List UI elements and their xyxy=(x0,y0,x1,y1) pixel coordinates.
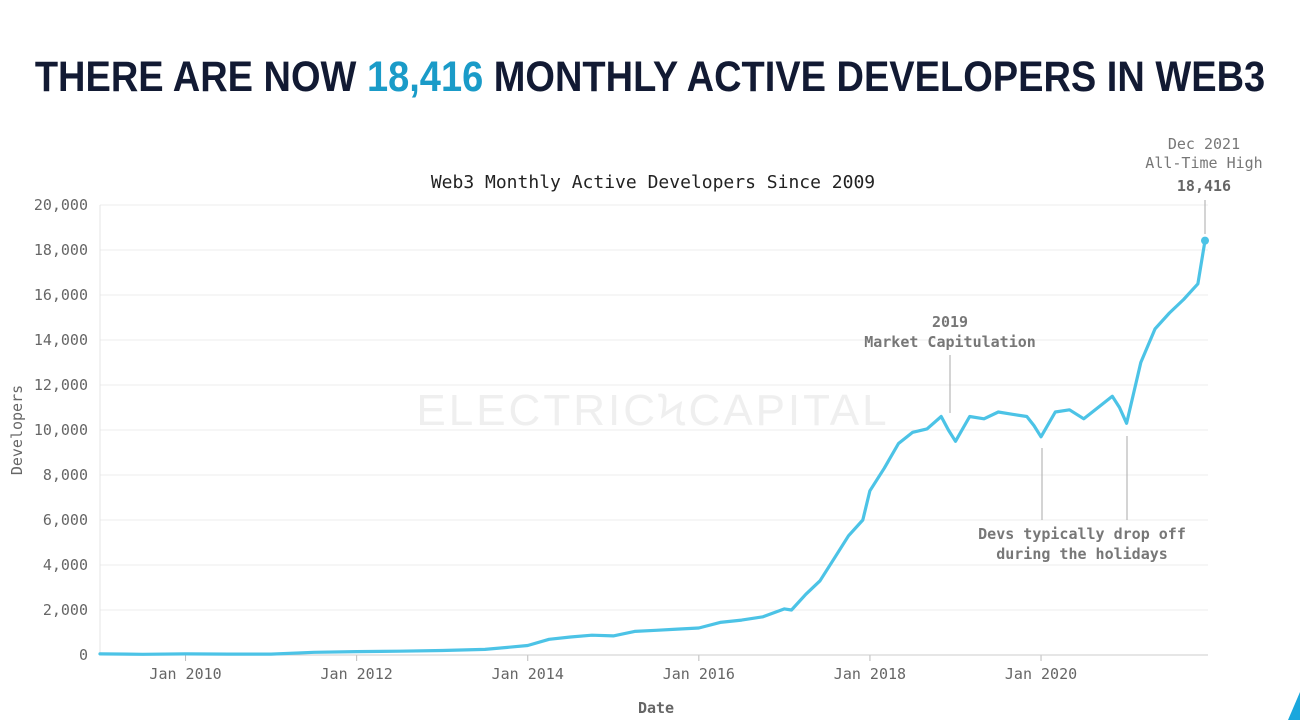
annotation-holidays-line2: during the holidays xyxy=(996,545,1168,563)
annotation-all-time-high: Dec 2021 All-Time High 18,416 xyxy=(1145,135,1263,234)
annotation-ath-line1: Dec 2021 xyxy=(1168,135,1240,153)
y-tick-label: 2,000 xyxy=(43,601,88,619)
annotation-holidays-line1: Devs typically drop off xyxy=(978,525,1186,543)
annotation-mc-line1: 2019 xyxy=(932,313,968,331)
annotation-market-capitulation: 2019 Market Capitulation xyxy=(864,313,1036,413)
headline-prefix: THERE ARE NOW xyxy=(34,54,357,102)
y-axis-label: Developers xyxy=(8,385,26,475)
y-tick-label: 16,000 xyxy=(34,286,88,304)
annotation-mc-line2: Market Capitulation xyxy=(864,333,1036,351)
corner-accent xyxy=(1288,692,1300,720)
series-line xyxy=(98,239,1207,656)
y-tick-label: 6,000 xyxy=(43,511,88,529)
x-tick-label: Jan 2010 xyxy=(149,665,221,683)
annotation-holidays: Devs typically drop off during the holid… xyxy=(978,436,1186,563)
chart-title: Web3 Monthly Active Developers Since 200… xyxy=(431,172,875,193)
y-axis: 0 2,000 4,000 6,000 8,000 10,000 12,000 14,000 1… xyxy=(34,196,88,664)
y-tick-label: 12,000 xyxy=(34,376,88,394)
x-axis-label: Date xyxy=(638,699,674,717)
x-tick-label: Jan 2014 xyxy=(492,665,564,683)
x-axis: Jan 2010 Jan 2012 Jan 2014 Jan 2016 Jan 2018… xyxy=(149,655,1077,683)
annotation-ath-value: 18,416 xyxy=(1177,177,1231,195)
y-tick-label: 10,000 xyxy=(34,421,88,439)
x-tick-label: Jan 2016 xyxy=(663,665,735,683)
y-tick-label: 20,000 xyxy=(34,196,88,214)
y-tick-label: 8,000 xyxy=(43,466,88,484)
annotation-ath-line2: All-Time High xyxy=(1145,154,1262,172)
x-tick-label: Jan 2018 xyxy=(834,665,906,683)
headline-suffix: MONTHLY ACTIVE DEVELOPERS IN WEB3 xyxy=(493,54,1266,102)
y-tick-label: 4,000 xyxy=(43,556,88,574)
y-tick-label: 14,000 xyxy=(34,331,88,349)
y-tick-label: 18,000 xyxy=(34,241,88,259)
watermark: ELECTRICϞCAPITAL xyxy=(416,386,889,435)
x-tick-label: Jan 2020 xyxy=(1005,665,1077,683)
all-time-high-point xyxy=(1201,236,1209,245)
gridlines xyxy=(100,204,1208,611)
headline-highlight: 18,416 xyxy=(366,54,484,102)
headline: THERE ARE NOW 18,416 MONTHLY ACTIVE DEVE… xyxy=(0,54,1300,102)
y-tick-label: 0 xyxy=(79,646,88,664)
x-tick-label: Jan 2012 xyxy=(321,665,393,683)
